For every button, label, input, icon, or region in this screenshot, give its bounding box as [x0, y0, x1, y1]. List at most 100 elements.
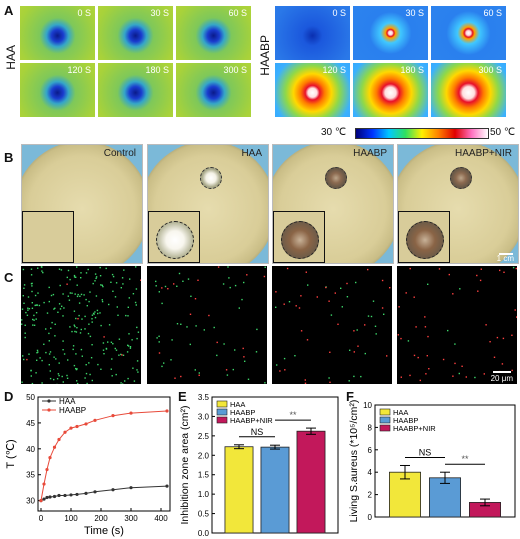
x-tick-label: 400 [154, 514, 168, 523]
legend-label: HAABP+NIR [393, 424, 436, 433]
legend-label: HAABP+NIR [230, 416, 273, 425]
y-tick-label: 40 [26, 445, 35, 454]
petri-dish: HAABP [272, 144, 394, 264]
time-label: 0 S [77, 8, 91, 18]
data-point [84, 422, 88, 426]
fluorescence-image: 20 μm [397, 266, 517, 384]
thermal-tile: 120 S [274, 62, 351, 118]
time-label: 0 S [332, 8, 346, 18]
inhibition-zone [450, 167, 472, 189]
x-tick-label: 100 [64, 514, 78, 523]
dish-label: HAABP [353, 148, 387, 159]
dish-inset [398, 211, 450, 263]
legend-marker [47, 399, 51, 403]
data-point [84, 491, 88, 495]
petri-dish: HAA [147, 144, 269, 264]
thermal-tile: 30 S [97, 5, 174, 61]
legend-label: HAABP [230, 408, 255, 417]
data-point [111, 414, 115, 418]
y-tick-label: 1.5 [198, 471, 210, 480]
data-point [93, 490, 97, 494]
x-tick-label: 200 [94, 514, 108, 523]
panel-label-a: A [4, 3, 14, 18]
inhibition-zone-bar-chart: 0.0 0.5 1.0 1.5 2.0 2.5 3.0 3.5 NS ** HAAHAABPHAAB… [179, 393, 339, 538]
dish-label: Control [103, 148, 136, 159]
x-tick-label: 0 [39, 514, 44, 523]
y-axis-label: T (℃) [5, 439, 17, 468]
bar [296, 430, 326, 534]
y-tick-label: 2 [368, 491, 373, 500]
thermal-tile: 0 S [274, 5, 351, 61]
line-chart-frame [37, 396, 171, 512]
fluorescence-image [272, 266, 392, 384]
legend-swatch [379, 416, 391, 424]
legend-swatch [216, 416, 228, 424]
colorbar [355, 128, 489, 139]
data-point [42, 497, 46, 501]
data-point [57, 493, 61, 498]
y-axis-label: Inhibition zone area (cm²) [179, 405, 191, 524]
legend-swatch [379, 408, 391, 416]
haabp-row-label: HAABP [258, 35, 272, 76]
bar [389, 471, 422, 518]
data-point [57, 437, 61, 442]
x-axis-label: Time (s) [84, 525, 124, 537]
thermal-tile: 300 S [430, 62, 507, 118]
legend-label: HAA [230, 400, 245, 409]
fluorescence-image [147, 266, 267, 384]
thermal-tile: 300 S [175, 62, 252, 118]
legend-marker [47, 408, 51, 412]
dish-inset [273, 211, 325, 263]
panel-label-d: D [4, 389, 14, 404]
y-tick-label: 6 [368, 446, 373, 455]
data-point [63, 493, 67, 498]
panel-label-f: F [346, 389, 354, 404]
data-point [69, 426, 73, 430]
inhibition-zone [200, 167, 222, 189]
y-tick-label: 30 [26, 497, 35, 506]
thermal-tile: 60 S [430, 5, 507, 61]
y-tick-label: 0 [368, 513, 373, 522]
data-point [111, 488, 115, 492]
thermal-tile: 0 S [19, 5, 96, 61]
y-tick-label: 45 [26, 419, 35, 428]
dish-inset [148, 211, 200, 263]
colorbar-max-label: 50 ℃ [490, 127, 516, 138]
legend-label: HAA [393, 408, 408, 417]
data-point [52, 494, 57, 499]
data-point [129, 486, 133, 490]
dish-inset [22, 211, 74, 263]
time-label: 300 S [223, 65, 247, 75]
legend-label: HAA [59, 397, 76, 406]
time-label: 180 S [145, 65, 169, 75]
time-label: 30 S [405, 8, 424, 18]
data-point [69, 493, 73, 497]
petri-dish: Control [21, 144, 143, 264]
data-point [165, 409, 169, 413]
bar [260, 446, 290, 534]
time-label: 120 S [67, 65, 91, 75]
data-point [42, 482, 46, 486]
y-tick-label: 4 [368, 468, 373, 477]
scale-bar [493, 371, 511, 373]
time-label: 300 S [478, 65, 502, 75]
thermal-tile: 60 S [175, 5, 252, 61]
y-tick-label: 8 [368, 423, 373, 432]
data-point [39, 499, 43, 503]
bar [429, 477, 462, 518]
y-tick-label: 3.0 [198, 412, 210, 421]
scale-label: 1 cm [496, 254, 514, 263]
y-tick-label: 3.5 [198, 393, 210, 402]
dish-label: HAA [241, 148, 262, 159]
data-point [165, 484, 169, 488]
panel-label-c: C [4, 270, 14, 285]
time-label: 180 S [400, 65, 424, 75]
colorbar-min-label: 30 ℃ [321, 127, 347, 138]
y-tick-label: 0.0 [198, 529, 210, 538]
fluorescence-image [21, 266, 141, 384]
series-line [40, 410, 168, 501]
legend-swatch [216, 400, 228, 408]
inset-zone [281, 221, 319, 259]
data-point [45, 495, 49, 500]
